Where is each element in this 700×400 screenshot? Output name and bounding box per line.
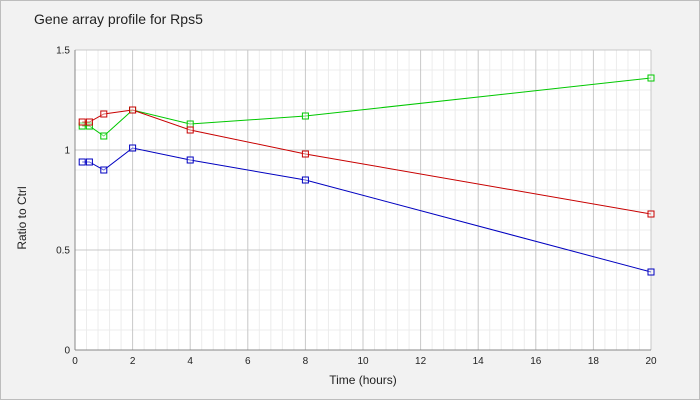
series-layer (78, 74, 655, 276)
series-line (82, 109, 652, 215)
data-point-marker (647, 268, 655, 276)
series-line (82, 147, 652, 273)
data-point-marker (301, 150, 309, 158)
axes: 0 2 4 6 8 10 12 14 16 18 20 0 0.5 1 1.5 (56, 46, 657, 368)
data-point-marker (100, 132, 108, 140)
y-tick-label: 1 (64, 146, 70, 157)
x-tick-label: 12 (415, 356, 427, 367)
data-point-marker (647, 74, 655, 82)
data-point-marker (85, 158, 93, 166)
data-point-marker (186, 126, 194, 134)
x-tick-label: 10 (357, 356, 369, 367)
data-point-marker (78, 158, 86, 166)
data-point-marker (301, 112, 309, 120)
x-tick-label: 8 (303, 356, 309, 367)
data-point-marker (647, 210, 655, 218)
y-tick-label: 1.5 (56, 46, 70, 57)
data-point-marker (301, 176, 309, 184)
data-series (78, 144, 655, 276)
x-tick-label: 20 (645, 356, 657, 367)
data-series (78, 106, 655, 218)
x-tick-label: 2 (130, 356, 136, 367)
data-point-marker (85, 122, 93, 130)
data-point-marker (78, 122, 86, 130)
x-tick-label: 6 (245, 356, 251, 367)
data-point-marker (100, 166, 108, 174)
data-point-marker (129, 106, 137, 114)
y-tick-label: 0.5 (56, 246, 70, 257)
chart-title: Gene array profile for Rps5 (34, 11, 203, 27)
data-point-marker (78, 118, 86, 126)
x-axis-label: Time (hours) (329, 373, 397, 387)
data-point-marker (186, 156, 194, 164)
data-point-marker (85, 118, 93, 126)
x-tick-label: 0 (72, 356, 78, 367)
x-tick-label: 14 (473, 356, 485, 367)
data-point-marker (186, 120, 194, 128)
data-point-marker (100, 110, 108, 118)
data-point-marker (129, 144, 137, 152)
x-tick-label: 18 (588, 356, 600, 367)
x-tick-label: 16 (530, 356, 542, 367)
y-tick-label: 0 (64, 346, 70, 357)
x-tick-label: 4 (187, 356, 193, 367)
